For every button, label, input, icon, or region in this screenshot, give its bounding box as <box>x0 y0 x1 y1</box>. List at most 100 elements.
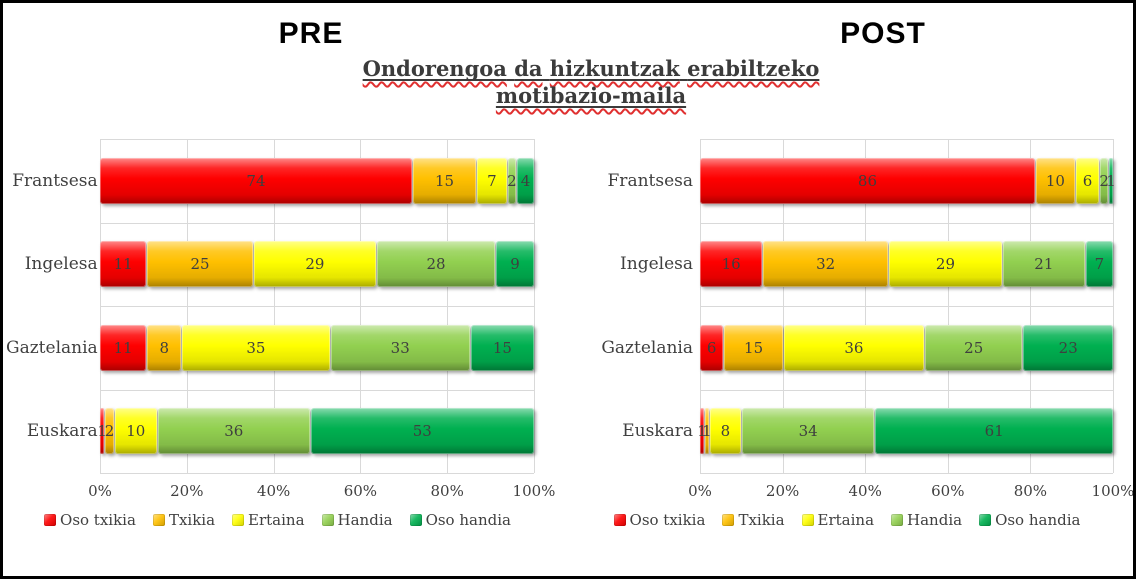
axis-tick-label: 40% <box>848 482 882 500</box>
category-label-euskara: Euskara <box>26 421 98 442</box>
data-label: 21 <box>1034 255 1054 274</box>
legend-swatch-oso-handia <box>409 514 422 526</box>
data-label: 29 <box>935 255 955 274</box>
slide-title-line-2: motibazio-maila <box>43 82 1133 109</box>
legend-item-txikia: Txikia <box>722 511 785 529</box>
bar-segment-ertaina: 8 <box>709 408 741 455</box>
legend-label: Oso txikia <box>629 511 706 529</box>
legend-item-ertaina: Ertaina <box>801 511 875 529</box>
legend-label: Txikia <box>168 511 216 529</box>
legend: Oso txikia Txikia Ertaina Handia Oso handia <box>6 511 549 529</box>
legend-item-handia: Handia <box>321 511 393 529</box>
horizontal-gridline <box>700 306 1113 307</box>
bar-segment-ertaina: 35 <box>182 324 330 371</box>
data-label: 7 <box>1094 255 1105 274</box>
data-label: 74 <box>246 171 266 190</box>
data-label: 1 <box>1106 171 1116 190</box>
bar-segment-oso-txikia: 86 <box>700 157 1035 204</box>
percent-axis: 0% 20% 40% 60% 80% 100% <box>688 473 1133 503</box>
data-label: 8 <box>159 338 169 357</box>
category-label-frantsesa: Frantsesa <box>12 170 98 191</box>
data-label: 23 <box>1058 338 1078 357</box>
stacked-bar-gaztelania: 6 15 36 25 23 <box>700 324 1113 371</box>
bar-segment-ertaina: 29 <box>888 241 1002 288</box>
bar-segment-txikia: 10 <box>1035 157 1075 204</box>
bar-segment-handia: 33 <box>330 324 470 371</box>
data-label: 10 <box>1045 171 1065 190</box>
data-label: 11 <box>113 338 133 357</box>
bar-segment-oso-handia: 15 <box>470 324 534 371</box>
bar-segment-oso-handia: 7 <box>1085 241 1113 288</box>
horizontal-gridline <box>700 473 1113 474</box>
legend-label: Txikia <box>738 511 785 529</box>
bar-segment-ertaina: 36 <box>783 324 925 371</box>
legend-label: Ertaina <box>817 511 875 529</box>
legend-label: Oso handia <box>425 511 511 529</box>
data-label: 15 <box>434 171 455 190</box>
bar-segment-handia: 36 <box>157 408 310 455</box>
horizontal-gridline <box>100 473 534 474</box>
bar-segment-oso-txikia: 11 <box>100 324 147 371</box>
data-label: 29 <box>305 255 325 274</box>
pre-stacked-bar-chart: Frantsesa Ingelesa Gaztelania Euskara 74 15 7… <box>6 139 555 529</box>
legend-swatch-txikia <box>722 514 735 526</box>
title-word: motibazio-maila <box>495 83 687 108</box>
data-label: 15 <box>492 338 512 357</box>
data-label: 35 <box>246 338 266 357</box>
bar-segment-ertaina: 6 <box>1075 157 1100 204</box>
bar-segment-ertaina: 7 <box>477 157 507 204</box>
bar-segment-oso-handia: 1 <box>1106 157 1116 204</box>
data-label: 32 <box>816 255 836 274</box>
bar-segment-oso-handia: 61 <box>875 408 1113 455</box>
category-axis: Frantsesa Ingelesa Gaztelania Euskara <box>6 139 100 473</box>
legend-swatch-oso-handia <box>979 514 992 526</box>
gridlines <box>100 139 535 474</box>
bar-segment-handia: 25 <box>925 324 1023 371</box>
bar-band-ingelesa: 11 25 29 28 9 <box>100 223 535 307</box>
data-label: 1 <box>702 422 712 441</box>
legend-swatch-ertaina <box>801 514 814 526</box>
data-label: 4 <box>520 171 531 190</box>
horizontal-gridline <box>100 139 534 140</box>
bar-segment-oso-txikia: 1 <box>97 408 107 455</box>
bar-band-gaztelania: 11 8 35 33 15 <box>100 306 534 390</box>
bar-rows: 74 15 7 2 4 11 25 29 28 9 11 8 35 33 15 1 2 10 36 53 <box>97 139 535 473</box>
plot-area: 74 15 7 2 4 11 25 29 28 9 11 8 35 33 15 1 2 10 36 53 <box>97 139 535 474</box>
legend-swatch-oso-txikia <box>44 514 57 526</box>
bar-segment-txikia: 15 <box>724 324 783 371</box>
bar-segment-ertaina: 29 <box>253 241 377 288</box>
horizontal-gridline <box>100 222 534 224</box>
data-label: 25 <box>964 338 984 357</box>
title-word: hizkuntzak <box>549 56 680 81</box>
bar-segment-handia: 2 <box>507 157 517 204</box>
legend-swatch-oso-txikia <box>613 514 626 526</box>
data-label: 28 <box>426 255 446 274</box>
bar-segment-oso-handia: 4 <box>517 157 534 204</box>
data-label: 25 <box>190 255 210 274</box>
category-axis: Frantsesa Ingelesa Gaztelania Euskara <box>567 139 700 473</box>
pre-chart-title: PRE <box>278 17 344 50</box>
data-label: 2 <box>104 422 115 441</box>
legend-label: Oso handia <box>995 511 1081 529</box>
legend-label: Oso txikia <box>60 511 136 529</box>
bar-segment-handia: 28 <box>377 241 496 288</box>
axis-tick-label: 20% <box>170 482 204 500</box>
bar-rows: 86 10 6 2 1 16 32 29 21 7 6 15 36 25 23 1 1 8 34 61 <box>697 139 1116 473</box>
bar-segment-oso-handia: 23 <box>1023 324 1113 371</box>
legend-item-oso-handia: Oso handia <box>979 511 1080 529</box>
data-label: 34 <box>798 422 818 441</box>
legend-item-handia: Handia <box>891 511 962 529</box>
bar-segment-oso-txikia: 6 <box>700 324 724 371</box>
data-label: 1 <box>697 422 707 441</box>
data-label: 7 <box>487 171 497 190</box>
bar-segment-oso-handia: 53 <box>310 408 534 455</box>
data-label: 11 <box>113 255 133 274</box>
axis-tick-label: 40% <box>256 482 291 500</box>
horizontal-gridline <box>100 306 534 307</box>
bar-segment-ertaina: 10 <box>114 408 157 455</box>
horizontal-gridline <box>700 139 1113 140</box>
title-word: da <box>514 56 543 81</box>
data-label: 61 <box>984 422 1004 441</box>
data-label: 36 <box>224 422 244 441</box>
